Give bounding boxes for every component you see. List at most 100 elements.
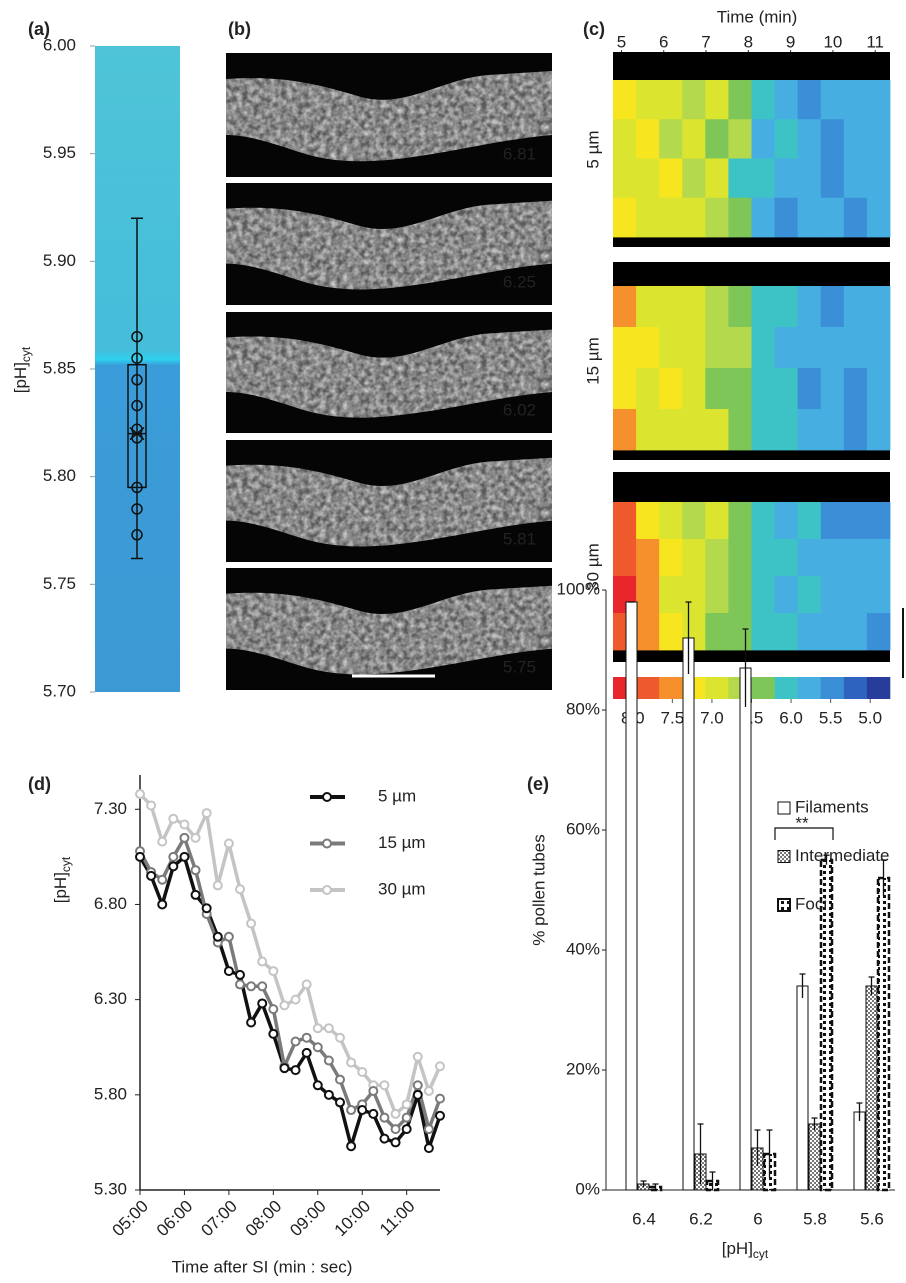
- legend-label: 5 µm: [378, 786, 416, 805]
- data-point: [401, 1112, 412, 1123]
- colorbar-label: 5.0: [858, 708, 882, 727]
- x-axis-label-main: [pH]: [722, 1239, 753, 1258]
- y-axis-label-main: [pH]: [11, 362, 30, 393]
- ph-label: 6.02: [503, 400, 536, 419]
- heatmap-cell: [613, 286, 637, 328]
- heatmap-cell: [866, 613, 891, 651]
- heatmap-cell: [613, 409, 637, 451]
- heatmap-cell: [843, 502, 868, 540]
- heatmap-cell: [613, 539, 637, 577]
- x-tick-label: 07:00: [197, 1197, 241, 1241]
- heatmap-cell: [820, 539, 845, 577]
- legend-label: Filaments: [795, 797, 869, 816]
- y-tick-label: 5.80: [94, 1084, 127, 1103]
- y-tick-label: 0%: [575, 1179, 600, 1198]
- y-tick-label: 80%: [566, 699, 600, 718]
- x-tick-label: 05:00: [108, 1197, 152, 1241]
- data-point: [212, 931, 223, 942]
- heatmap-cell: [728, 158, 752, 199]
- heatmap-cell: [751, 576, 775, 614]
- data-point: [190, 889, 201, 900]
- y-tick-label: 6.00: [43, 35, 76, 54]
- data-point: [146, 870, 157, 881]
- heatmap-cell: [682, 502, 706, 540]
- heatmap-cell: [774, 539, 799, 577]
- micrograph: 5.75: [226, 568, 552, 690]
- x-tick-label: 7: [701, 32, 710, 51]
- data-point: [212, 880, 223, 891]
- legend-marker: [322, 792, 332, 802]
- micrograph: 6.25: [226, 183, 552, 305]
- data-point: [146, 800, 157, 811]
- colorbar-label: 7.0: [700, 708, 724, 727]
- data-point: [223, 931, 234, 942]
- heatmap-cell: [728, 327, 752, 369]
- legend-swatch: [777, 850, 791, 863]
- panel-label: (a): [28, 19, 50, 39]
- data-point: [157, 899, 168, 910]
- y-axis-label-sub: cyt: [19, 346, 33, 362]
- error-bar: [823, 854, 830, 865]
- data-point: [401, 1099, 412, 1110]
- data-point: [179, 819, 190, 830]
- heatmap-cell: [797, 539, 822, 577]
- heatmap-cell: [751, 613, 775, 651]
- annotation: **: [795, 813, 809, 832]
- heatmap-cell: [820, 502, 845, 540]
- heatmap-cell: [797, 327, 822, 369]
- data-point: [379, 1112, 390, 1123]
- heatmap-cell: [613, 197, 637, 238]
- y-axis-label-main: [pH]: [51, 872, 70, 903]
- bar: [876, 876, 891, 1192]
- legend-label: Intermediate: [795, 846, 890, 865]
- bar: [808, 1123, 821, 1191]
- heatmap-cell: [797, 197, 822, 238]
- pollen-texture: [226, 585, 552, 675]
- heatmap-cell: [659, 80, 683, 120]
- error-bar: [754, 1129, 761, 1166]
- heatmap-cell: [659, 197, 683, 238]
- data-point: [346, 1105, 357, 1116]
- heatmap-cell: [636, 409, 660, 451]
- heatmap-cell: [820, 409, 845, 451]
- data-point: [423, 1143, 434, 1154]
- data-point: [412, 1089, 423, 1100]
- heatmap-cell: [797, 613, 822, 651]
- heatmap-cell: [613, 368, 637, 410]
- legend-label: 15 µm: [378, 833, 426, 852]
- data-point: [135, 789, 145, 800]
- heatmap-cell: [843, 158, 868, 199]
- heatmap-cell: [774, 327, 799, 369]
- series-line: [138, 855, 442, 1150]
- data-point: [346, 1141, 357, 1152]
- y-tick-label: 100%: [557, 579, 600, 598]
- heatmap-cell: [751, 119, 775, 159]
- x-tick-label: 8: [744, 32, 753, 51]
- pollen-texture: [226, 200, 552, 290]
- heatmap-cell: [728, 119, 752, 159]
- heatmap-cell: [820, 576, 845, 614]
- data-point: [131, 503, 143, 515]
- data-point: [235, 884, 245, 895]
- data-point: [301, 1032, 312, 1043]
- heatmap-cell: [866, 158, 891, 199]
- data-point: [246, 1017, 257, 1028]
- heatmap-cell: [705, 409, 729, 451]
- heatmap-cell: [774, 613, 799, 651]
- error-bar: [652, 1183, 659, 1190]
- heatmap-cell: [774, 119, 799, 159]
- data-point: [357, 1066, 368, 1077]
- data-point: [435, 1110, 445, 1121]
- data-point: [131, 330, 143, 343]
- row-label: 30 µm: [583, 543, 602, 591]
- error-bar: [766, 1129, 773, 1178]
- heatmap-cell: [659, 576, 683, 614]
- heatmap-cell: [797, 80, 822, 120]
- legend-swatch: [777, 898, 791, 912]
- legend-label: Foci: [795, 894, 827, 913]
- data-point: [312, 1080, 323, 1091]
- heatmap-cell: [820, 158, 845, 199]
- heatmap-cell: [728, 368, 752, 410]
- heatmap-cell: [751, 409, 775, 451]
- x-tick-label: 9: [786, 32, 795, 51]
